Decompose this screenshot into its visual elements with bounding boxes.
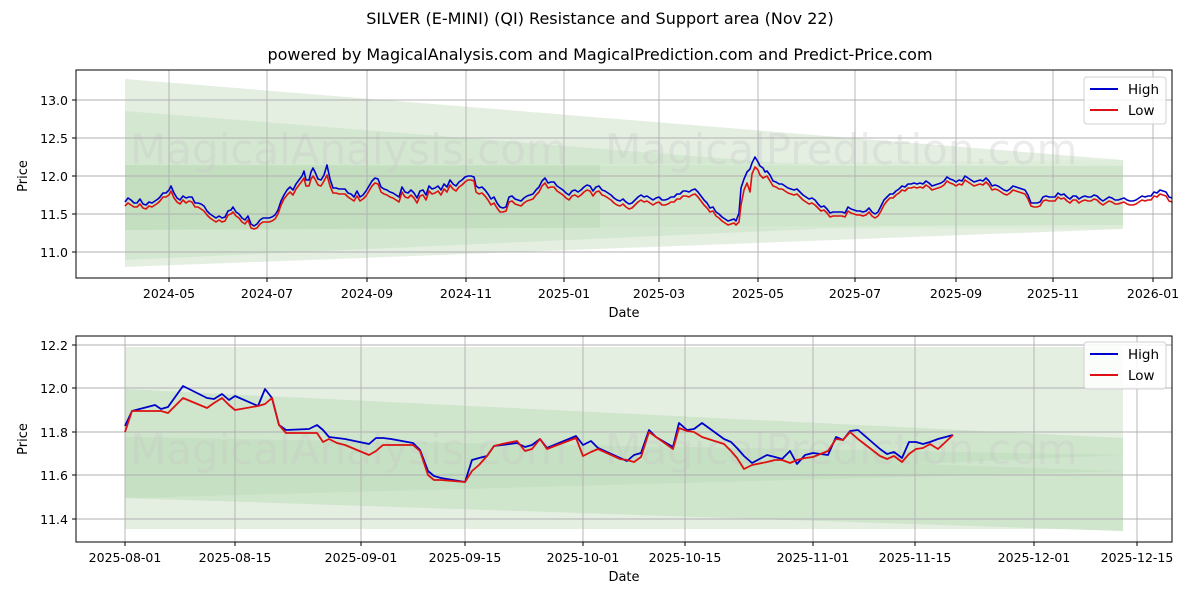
bottom-y-tick-labels: 12.2 12.0 11.8 11.6 11.4 bbox=[40, 338, 68, 527]
bottom-x-tick: 2025-12-01 bbox=[998, 550, 1071, 565]
top-y-tick: 11.0 bbox=[40, 245, 68, 260]
top-x-ticks bbox=[168, 278, 1154, 282]
top-x-tick: 2024-05 bbox=[143, 286, 195, 301]
bottom-x-tick-labels: 2025-08-01 2025-08-15 2025-09-01 2025-09… bbox=[89, 550, 1174, 565]
top-x-tick: 2024-11 bbox=[440, 286, 492, 301]
chart-title: SILVER (E-MINI) (QI) Resistance and Supp… bbox=[366, 9, 834, 28]
bottom-bands bbox=[125, 347, 1123, 531]
top-grid bbox=[76, 70, 1172, 278]
bottom-plot-frame bbox=[75, 335, 1173, 543]
top-high-line bbox=[124, 156, 1173, 227]
bottom-x-tick: 2025-09-01 bbox=[325, 550, 398, 565]
bottom-y-tick: 12.2 bbox=[40, 338, 68, 353]
top-band-right bbox=[600, 160, 1123, 229]
bottom-grid bbox=[76, 336, 1172, 542]
legend-low-label: Low bbox=[1128, 103, 1155, 119]
bottom-y-tick: 11.8 bbox=[40, 425, 68, 440]
top-chart-panel: MagicalAnalysis.com MagicalPrediction.co… bbox=[16, 69, 1179, 321]
top-y-ticks bbox=[72, 99, 76, 253]
top-x-tick: 2025-07 bbox=[829, 286, 881, 301]
bottom-x-tick: 2025-08-01 bbox=[89, 550, 162, 565]
bottom-x-tick: 2025-11-01 bbox=[777, 550, 850, 565]
top-y-tick: 12.0 bbox=[40, 169, 68, 184]
top-y-tick: 11.5 bbox=[40, 207, 68, 222]
bottom-x-tick: 2025-11-15 bbox=[879, 550, 952, 565]
top-watermark-1: MagicalAnalysis.com bbox=[130, 125, 567, 174]
bottom-legend: High Low bbox=[1083, 341, 1167, 390]
legend-high-label: High bbox=[1128, 347, 1159, 363]
top-x-tick: 2025-05 bbox=[732, 286, 784, 301]
legend-low-label: Low bbox=[1128, 368, 1155, 384]
bottom-x-tick: 2025-08-15 bbox=[199, 550, 272, 565]
bottom-watermark-2: MagicalPrediction.com bbox=[605, 425, 1078, 474]
bottom-watermark-1: MagicalAnalysis.com bbox=[130, 425, 567, 474]
top-x-tick: 2025-01 bbox=[538, 286, 590, 301]
bottom-chart-panel: MagicalAnalysis.com MagicalPrediction.co… bbox=[16, 335, 1174, 585]
bottom-y-ticks bbox=[72, 344, 76, 520]
top-y-axis-label: Price bbox=[16, 160, 31, 192]
top-x-tick: 2025-09 bbox=[930, 286, 982, 301]
chart-subtitle: powered by MagicalAnalysis.com and Magic… bbox=[267, 45, 933, 64]
legend-high-label: High bbox=[1128, 82, 1159, 98]
top-x-tick: 2024-07 bbox=[241, 286, 293, 301]
top-y-tick: 12.5 bbox=[40, 131, 68, 146]
bottom-x-tick: 2025-10-15 bbox=[649, 550, 722, 565]
top-x-tick-labels: 2024-05 2024-07 2024-09 2024-11 2025-01 … bbox=[143, 286, 1179, 301]
top-x-tick: 2024-09 bbox=[341, 286, 393, 301]
top-y-tick: 13.0 bbox=[40, 93, 68, 108]
bottom-y-tick: 11.4 bbox=[40, 512, 68, 527]
top-legend: High Low bbox=[1083, 76, 1167, 125]
bottom-x-tick: 2025-09-15 bbox=[429, 550, 502, 565]
top-low-line bbox=[124, 166, 1173, 230]
bottom-x-tick: 2025-12-15 bbox=[1101, 550, 1174, 565]
top-x-axis-label: Date bbox=[608, 306, 639, 321]
bottom-y-tick: 12.0 bbox=[40, 381, 68, 396]
top-y-tick-labels: 13.0 12.5 12.0 11.5 11.0 bbox=[40, 93, 68, 260]
top-bands bbox=[125, 79, 1123, 267]
bottom-x-tick: 2025-10-01 bbox=[547, 550, 620, 565]
top-x-tick: 2025-03 bbox=[633, 286, 685, 301]
bottom-x-axis-label: Date bbox=[608, 570, 639, 585]
bottom-y-tick: 11.6 bbox=[40, 468, 68, 483]
top-watermark-2: MagicalPrediction.com bbox=[605, 125, 1078, 174]
bottom-y-axis-label: Price bbox=[16, 423, 31, 455]
top-plot-frame bbox=[75, 69, 1173, 279]
bottom-x-ticks bbox=[124, 542, 1138, 546]
top-x-tick: 2026-01 bbox=[1127, 286, 1179, 301]
top-x-tick: 2025-11 bbox=[1027, 286, 1079, 301]
bottom-low-line bbox=[124, 397, 954, 483]
